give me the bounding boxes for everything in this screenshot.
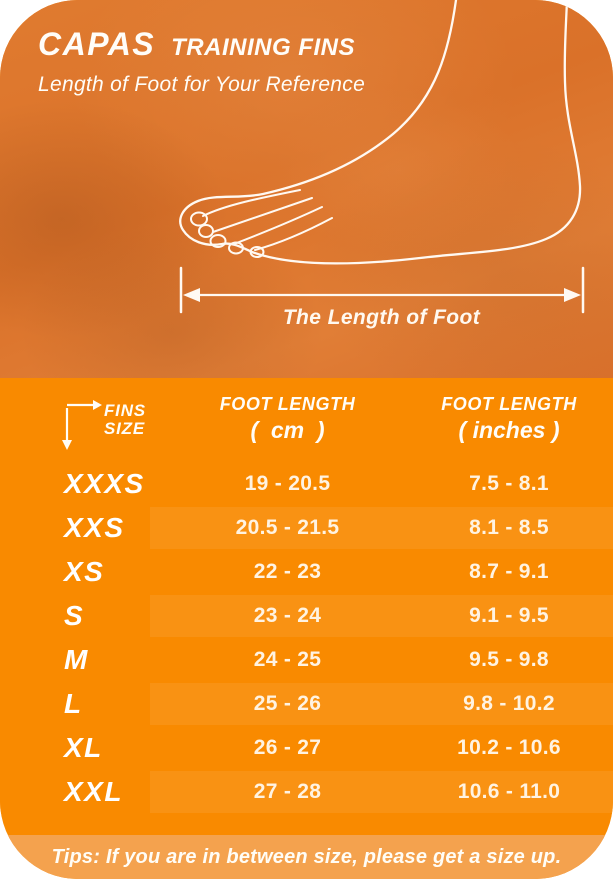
- cm-value: 22 - 23: [253, 560, 322, 583]
- fins-size-header: FINS SIZE: [0, 394, 170, 452]
- table-row-xxl: XXL 27 - 28 10.6 - 11.0: [0, 770, 613, 814]
- product-name: TRAINING FINS: [171, 34, 355, 61]
- measure-label: The Length of Foot: [282, 306, 481, 329]
- column-header-cm: FOOT LENGTH ( cm ): [170, 394, 405, 444]
- size-table: FINS SIZE FOOT LENGTH ( cm ) FOOT LENGTH…: [0, 378, 613, 814]
- cm-value: 20.5 - 21.5: [235, 516, 340, 539]
- title-row: CAPAS TRAINING FINS: [38, 26, 365, 63]
- fins-size-label: FINS SIZE: [104, 402, 146, 438]
- hero-subtitle: Length of Foot for Your Reference: [38, 73, 366, 96]
- size-label: XXXS: [64, 468, 145, 499]
- size-label: XXS: [64, 512, 125, 543]
- size-label: S: [64, 600, 85, 631]
- tips-banner: Tips: If you are in between size, please…: [0, 835, 613, 879]
- fins-label-line1: FINS: [104, 401, 146, 420]
- cm-value: 23 - 24: [253, 604, 322, 627]
- fins-label-line2: SIZE: [104, 418, 145, 438]
- size-label: XS: [64, 556, 105, 587]
- table-row-l: L 25 - 26 9.8 - 10.2: [0, 682, 613, 726]
- table-row-s: S 23 - 24 9.1 - 9.5: [0, 594, 613, 638]
- inches-column-title: FOOT LENGTH: [441, 394, 577, 414]
- inches-value: 8.1 - 8.5: [469, 516, 549, 539]
- table-row-xs: XS 22 - 23 8.7 - 9.1: [0, 550, 613, 594]
- tips-text: Tips: If you are in between size, please…: [51, 845, 562, 868]
- inches-value: 10.2 - 10.6: [457, 736, 561, 759]
- column-header-inches: FOOT LENGTH ( inches ): [405, 394, 613, 444]
- table-row-m: M 24 - 25 9.5 - 9.8: [0, 638, 613, 682]
- brand-logo-text: CAPAS: [38, 26, 156, 62]
- size-label: XL: [64, 732, 103, 763]
- hero-section: CAPAS TRAINING FINS Length of Foot for Y…: [0, 0, 613, 378]
- hero-heading: CAPAS TRAINING FINS Length of Foot for Y…: [38, 26, 365, 97]
- inches-value: 9.1 - 9.5: [469, 604, 549, 627]
- cm-value: 25 - 26: [253, 692, 322, 715]
- foot-outline-illustration: [179, 0, 585, 314]
- inches-value: 10.6 - 11.0: [457, 780, 561, 803]
- inches-value: 9.8 - 10.2: [463, 692, 555, 715]
- size-label: L: [64, 688, 83, 719]
- table-header-row: FINS SIZE FOOT LENGTH ( cm ) FOOT LENGTH…: [0, 378, 613, 462]
- cm-value: 26 - 27: [253, 736, 322, 759]
- length-measure-arrow: [179, 266, 585, 314]
- size-label: M: [64, 644, 89, 675]
- cm-value: 19 - 20.5: [244, 472, 331, 495]
- inches-column-unit: ( inches ): [458, 417, 560, 443]
- table-row-xxs: XXS 20.5 - 21.5 8.1 - 8.5: [0, 506, 613, 550]
- inches-value: 8.7 - 9.1: [469, 560, 549, 583]
- size-axis-arrows-icon: [62, 400, 102, 450]
- cm-column-unit: ( cm ): [250, 417, 325, 443]
- cm-column-title: FOOT LENGTH: [219, 394, 356, 414]
- cm-value: 27 - 28: [253, 780, 322, 803]
- table-row-xxxs: XXXS 19 - 20.5 7.5 - 8.1: [0, 462, 613, 506]
- cm-value: 24 - 25: [253, 648, 322, 671]
- inches-value: 9.5 - 9.8: [469, 648, 549, 671]
- table-row-xl: XL 26 - 27 10.2 - 10.6: [0, 726, 613, 770]
- inches-value: 7.5 - 8.1: [469, 472, 549, 495]
- size-label: XXL: [64, 776, 123, 807]
